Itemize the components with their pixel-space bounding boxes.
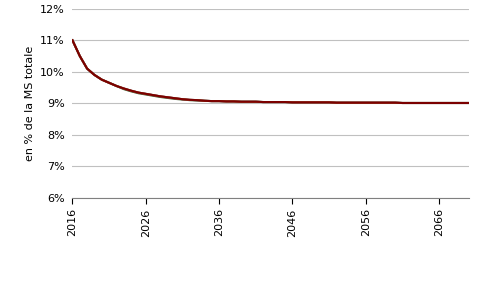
1% [429,101,435,105]
1,5% [165,95,170,99]
1,5% [458,101,464,105]
Line: 1%: 1% [72,40,469,103]
1,8% [165,96,170,100]
1,8% [466,101,471,105]
1,5% [114,84,119,88]
1,3% [458,101,464,105]
1,3% [429,101,435,105]
1,3% [165,95,170,99]
1,8% [70,38,75,42]
1,3% [143,92,149,95]
1,8% [114,84,119,88]
1,3% [70,38,75,42]
1% [143,92,149,95]
Y-axis label: en % de la MS totale: en % de la MS totale [25,46,34,161]
1,8% [216,99,222,103]
1% [70,38,75,42]
Line: 1,8%: 1,8% [72,40,469,103]
1,5% [216,99,222,103]
1,5% [429,101,435,105]
1,5% [143,92,149,95]
1,5% [399,101,405,105]
1,3% [466,101,471,105]
1,5% [466,101,471,105]
1,8% [429,101,435,105]
1% [114,84,119,88]
1% [466,101,471,105]
Line: 1,5%: 1,5% [72,40,469,103]
1% [165,95,170,99]
1,8% [458,101,464,105]
Line: 1,3%: 1,3% [72,40,469,103]
1,5% [70,38,75,42]
1% [399,101,405,105]
1,8% [399,101,405,105]
1,8% [143,93,149,96]
1,3% [216,99,222,103]
1% [216,99,222,103]
1% [458,101,464,105]
1,3% [399,101,405,105]
1,3% [114,84,119,88]
